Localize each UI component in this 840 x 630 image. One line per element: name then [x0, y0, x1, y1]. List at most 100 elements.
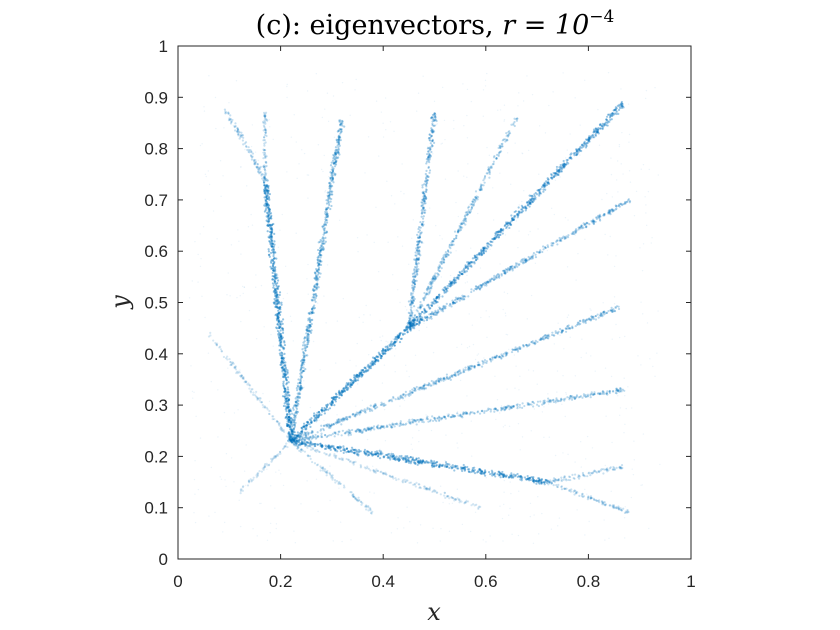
- data-point: [615, 205, 618, 208]
- data-point: [551, 331, 554, 334]
- data-point: [289, 419, 292, 422]
- data-point: [336, 320, 339, 322]
- data-point: [267, 195, 270, 199]
- data-point: [274, 289, 277, 292]
- data-point: [584, 79, 586, 82]
- data-point: [559, 166, 562, 169]
- data-point: [359, 411, 362, 414]
- data-point: [334, 162, 337, 165]
- data-point: [250, 158, 254, 161]
- data-point: [288, 436, 291, 439]
- data-point: [438, 293, 441, 296]
- data-point: [555, 397, 558, 400]
- data-point: [556, 243, 559, 246]
- data-point: [497, 154, 500, 158]
- data-point: [435, 224, 437, 227]
- data-point: [310, 329, 313, 332]
- data-point: [281, 356, 284, 359]
- data-point: [334, 153, 337, 156]
- data-point: [526, 201, 529, 204]
- data-point: [278, 339, 281, 342]
- data-point: [266, 212, 269, 215]
- data-point: [286, 418, 289, 421]
- data-point: [276, 305, 279, 308]
- data-point: [254, 392, 257, 395]
- data-point: [338, 219, 341, 221]
- data-point: [577, 321, 580, 324]
- data-point: [411, 388, 414, 391]
- data-point: [308, 319, 312, 322]
- data-point: [274, 305, 277, 308]
- data-point: [566, 149, 568, 151]
- data-point: [539, 400, 542, 403]
- data-point: [576, 321, 579, 324]
- data-point: [269, 215, 272, 218]
- data-point: [282, 361, 285, 364]
- data-point: [366, 234, 368, 236]
- data-point: [310, 312, 313, 315]
- data-point: [266, 230, 269, 233]
- data-point: [281, 213, 283, 216]
- data-point: [306, 174, 308, 176]
- data-point: [287, 403, 291, 406]
- data-point: [242, 136, 245, 139]
- data-point: [427, 147, 430, 150]
- data-point: [559, 163, 562, 167]
- data-point: [371, 409, 374, 412]
- data-point: [299, 386, 302, 389]
- data-point: [330, 179, 333, 183]
- data-point: [547, 178, 550, 181]
- data-point: [306, 278, 308, 280]
- data-point: [482, 247, 485, 250]
- data-point: [360, 431, 363, 434]
- data-point: [331, 169, 335, 173]
- data-point: [283, 341, 286, 344]
- data-point: [582, 222, 585, 225]
- data-point: [280, 378, 282, 380]
- data-point: [298, 381, 302, 384]
- data-point: [265, 197, 268, 200]
- data-point: [530, 430, 532, 432]
- data-point: [504, 354, 508, 357]
- data-point: [269, 233, 273, 236]
- data-point: [421, 316, 424, 319]
- data-point: [471, 324, 474, 326]
- data-point: [193, 391, 195, 393]
- data-point: [268, 230, 272, 234]
- data-point: [333, 165, 337, 168]
- data-point: [272, 247, 275, 250]
- data-point: [326, 215, 330, 218]
- data-point: [339, 138, 342, 142]
- data-point: [290, 421, 294, 424]
- data-point: [522, 100, 525, 102]
- data-point: [264, 200, 267, 203]
- data-point: [324, 221, 327, 224]
- data-point: [423, 308, 426, 311]
- data-point: [264, 133, 267, 137]
- data-point: [444, 138, 446, 141]
- data-point: [210, 380, 212, 383]
- data-point: [277, 286, 280, 289]
- data-point: [224, 112, 227, 115]
- data-point: [331, 166, 334, 169]
- data-point: [418, 440, 420, 443]
- data-point: [307, 341, 310, 344]
- data-point: [356, 237, 359, 239]
- data-point: [268, 253, 271, 256]
- data-point: [412, 318, 415, 322]
- data-point: [315, 269, 318, 272]
- data-point: [426, 179, 430, 182]
- data-point: [339, 128, 343, 131]
- data-point: [315, 274, 318, 277]
- data-point: [363, 366, 366, 369]
- data-point: [492, 237, 495, 240]
- data-point: [486, 72, 488, 75]
- data-point: [579, 440, 582, 443]
- data-point: [306, 90, 309, 92]
- data-point: [276, 306, 279, 309]
- data-point: [227, 367, 229, 369]
- data-point: [322, 429, 325, 432]
- data-point: [633, 215, 636, 217]
- data-point: [476, 256, 479, 259]
- data-point: [312, 299, 315, 302]
